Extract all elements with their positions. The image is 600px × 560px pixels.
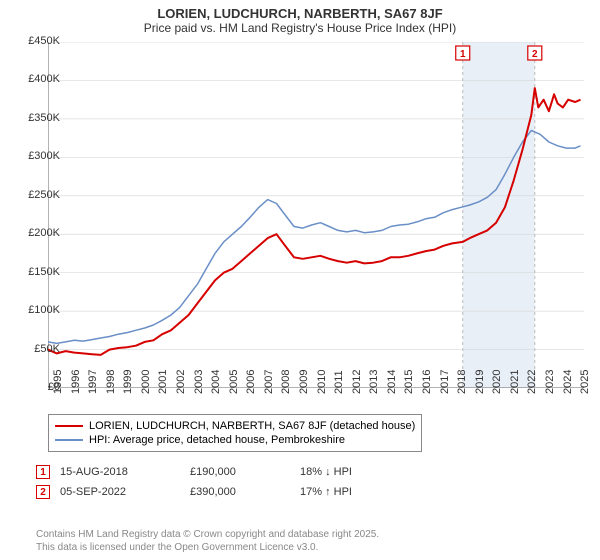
x-tick-label: 2016 <box>421 370 433 394</box>
sale-date: 05-SEP-2022 <box>60 486 180 498</box>
y-tick-label: £250K <box>14 189 60 201</box>
y-tick-label: £350K <box>14 112 60 124</box>
x-tick-label: 1999 <box>122 370 134 394</box>
x-tick-label: 2005 <box>228 370 240 394</box>
attribution-line1: Contains HM Land Registry data © Crown c… <box>36 528 379 541</box>
y-tick-label: £100K <box>14 304 60 316</box>
y-tick-label: £50K <box>14 343 60 355</box>
x-tick-label: 2001 <box>157 370 169 394</box>
svg-text:1: 1 <box>460 49 466 60</box>
y-tick-label: £300K <box>14 150 60 162</box>
sales-table: 1 15-AUG-2018 £190,000 18% ↓ HPI 2 05-SEP-202… <box>36 462 352 502</box>
x-tick-label: 2003 <box>193 370 205 394</box>
x-tick-label: 2015 <box>403 370 415 394</box>
sale-diff: 18% ↓ HPI <box>300 466 352 478</box>
x-tick-label: 2004 <box>210 370 222 394</box>
sale-row: 1 15-AUG-2018 £190,000 18% ↓ HPI <box>36 462 352 482</box>
sale-price: £390,000 <box>190 486 290 498</box>
x-tick-label: 2009 <box>298 370 310 394</box>
chart-area: 12 <box>48 42 584 388</box>
y-tick-label: £150K <box>14 266 60 278</box>
x-tick-label: 1995 <box>52 370 64 394</box>
y-tick-label: £400K <box>14 73 60 85</box>
y-tick-label: £450K <box>14 35 60 47</box>
x-tick-label: 2011 <box>333 370 345 394</box>
legend-item: LORIEN, LUDCHURCH, NARBERTH, SA67 8JF (d… <box>55 419 415 433</box>
sale-diff: 17% ↑ HPI <box>300 486 352 498</box>
x-tick-label: 1997 <box>87 370 99 394</box>
x-tick-label: 2017 <box>439 370 451 394</box>
x-tick-label: 2019 <box>474 370 486 394</box>
x-tick-label: 2008 <box>280 370 292 394</box>
x-tick-label: 1998 <box>105 370 117 394</box>
x-tick-label: 2007 <box>263 370 275 394</box>
chart-svg: 12 <box>48 42 584 388</box>
legend-label: LORIEN, LUDCHURCH, NARBERTH, SA67 8JF (d… <box>89 420 415 432</box>
legend-swatch <box>55 425 83 428</box>
x-tick-label: 2020 <box>491 370 503 394</box>
legend-swatch <box>55 439 83 441</box>
x-tick-label: 2024 <box>562 370 574 394</box>
chart-container: LORIEN, LUDCHURCH, NARBERTH, SA67 8JF Pr… <box>0 0 600 560</box>
x-tick-label: 2014 <box>386 370 398 394</box>
x-tick-label: 2022 <box>526 370 538 394</box>
x-tick-label: 2021 <box>509 370 521 394</box>
sale-price: £190,000 <box>190 466 290 478</box>
sale-marker-box: 2 <box>36 485 50 499</box>
sale-marker-box: 1 <box>36 465 50 479</box>
x-tick-label: 1996 <box>70 370 82 394</box>
x-tick-label: 2010 <box>316 370 328 394</box>
x-tick-label: 2018 <box>456 370 468 394</box>
x-tick-label: 2006 <box>245 370 257 394</box>
y-tick-label: £200K <box>14 227 60 239</box>
legend-item: HPI: Average price, detached house, Pemb… <box>55 433 415 447</box>
chart-title: LORIEN, LUDCHURCH, NARBERTH, SA67 8JF <box>0 0 600 21</box>
attribution-line2: This data is licensed under the Open Gov… <box>36 541 379 554</box>
x-tick-label: 2000 <box>140 370 152 394</box>
attribution: Contains HM Land Registry data © Crown c… <box>36 528 379 554</box>
legend: LORIEN, LUDCHURCH, NARBERTH, SA67 8JF (d… <box>48 414 422 452</box>
svg-text:2: 2 <box>532 49 538 60</box>
sale-row: 2 05-SEP-2022 £390,000 17% ↑ HPI <box>36 482 352 502</box>
x-tick-label: 2002 <box>175 370 187 394</box>
x-tick-label: 2025 <box>579 370 591 394</box>
chart-subtitle: Price paid vs. HM Land Registry's House … <box>0 21 600 39</box>
sale-date: 15-AUG-2018 <box>60 466 180 478</box>
x-tick-label: 2023 <box>544 370 556 394</box>
legend-label: HPI: Average price, detached house, Pemb… <box>89 434 345 446</box>
x-tick-label: 2013 <box>368 370 380 394</box>
x-tick-label: 2012 <box>351 370 363 394</box>
